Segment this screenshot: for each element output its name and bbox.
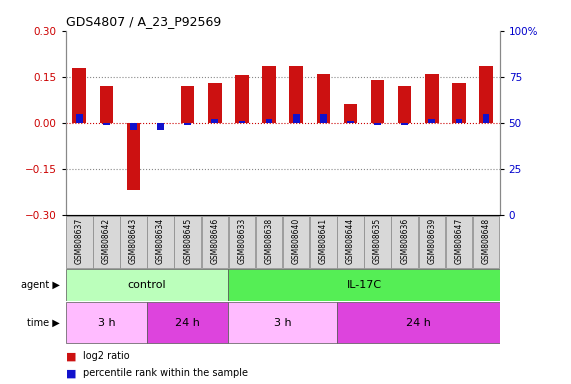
Text: GSM808645: GSM808645 (183, 218, 192, 264)
Bar (283, 216, 309, 268)
Text: GSM808640: GSM808640 (292, 218, 301, 264)
Bar (374, 123, 381, 125)
Bar (256, 216, 283, 268)
Bar (239, 121, 246, 123)
Bar (401, 123, 408, 125)
Bar (66, 270, 228, 301)
Bar (93, 216, 120, 268)
Bar (147, 216, 174, 268)
Bar (73, 68, 86, 123)
Text: control: control (128, 280, 166, 290)
Text: ■: ■ (66, 368, 76, 378)
Bar (364, 216, 391, 268)
Bar (347, 121, 354, 123)
Bar (310, 216, 337, 268)
Text: IL-17C: IL-17C (347, 280, 381, 290)
Bar (262, 66, 276, 123)
Bar (208, 83, 222, 123)
Bar (391, 216, 418, 268)
Text: GSM808633: GSM808633 (238, 218, 247, 264)
Text: GSM808636: GSM808636 (400, 218, 409, 264)
Text: 24 h: 24 h (175, 318, 200, 328)
Bar (66, 216, 93, 268)
Bar (103, 123, 110, 125)
Bar (184, 123, 191, 125)
Bar (293, 114, 300, 123)
Bar (157, 123, 164, 130)
Text: GSM808644: GSM808644 (346, 218, 355, 264)
Text: GSM808643: GSM808643 (129, 218, 138, 264)
Text: GSM808648: GSM808648 (481, 218, 490, 264)
Bar (456, 119, 463, 123)
Text: GSM808635: GSM808635 (373, 218, 382, 264)
Bar (419, 216, 445, 268)
Text: GSM808646: GSM808646 (210, 218, 219, 264)
Bar (202, 216, 228, 268)
Text: GSM808641: GSM808641 (319, 218, 328, 264)
Bar (211, 119, 218, 123)
Bar (266, 119, 272, 123)
Bar (452, 83, 466, 123)
Bar (482, 114, 489, 123)
Bar (66, 302, 147, 343)
Bar (289, 66, 303, 123)
Bar (181, 86, 195, 123)
Bar (445, 216, 472, 268)
Text: GSM808647: GSM808647 (455, 218, 464, 264)
Text: agent ▶: agent ▶ (21, 280, 60, 290)
Bar (228, 216, 255, 268)
Text: 3 h: 3 h (98, 318, 115, 328)
Text: GSM808637: GSM808637 (75, 218, 84, 264)
Bar (479, 66, 493, 123)
Bar (228, 270, 500, 301)
Text: ■: ■ (66, 351, 76, 361)
Bar (120, 216, 147, 268)
Bar (130, 123, 137, 130)
Bar (228, 302, 337, 343)
Bar (398, 86, 412, 123)
Text: 24 h: 24 h (406, 318, 431, 328)
Bar (235, 75, 249, 123)
Text: GSM808634: GSM808634 (156, 218, 165, 264)
Text: GSM808639: GSM808639 (427, 218, 436, 264)
Text: GSM808638: GSM808638 (264, 218, 274, 264)
Text: GSM808642: GSM808642 (102, 218, 111, 264)
Bar (76, 114, 83, 123)
Bar (428, 119, 435, 123)
Text: 3 h: 3 h (274, 318, 291, 328)
Bar (127, 123, 140, 190)
Bar (344, 104, 357, 123)
Bar (147, 302, 228, 343)
Bar (320, 114, 327, 123)
Text: log2 ratio: log2 ratio (83, 351, 130, 361)
Bar (337, 216, 364, 268)
Bar (174, 216, 201, 268)
Text: GDS4807 / A_23_P92569: GDS4807 / A_23_P92569 (66, 15, 221, 28)
Bar (473, 216, 500, 268)
Text: time ▶: time ▶ (27, 318, 60, 328)
Bar (425, 74, 439, 123)
Bar (316, 74, 330, 123)
Bar (371, 80, 384, 123)
Bar (99, 86, 113, 123)
Bar (337, 302, 500, 343)
Text: percentile rank within the sample: percentile rank within the sample (83, 368, 248, 378)
